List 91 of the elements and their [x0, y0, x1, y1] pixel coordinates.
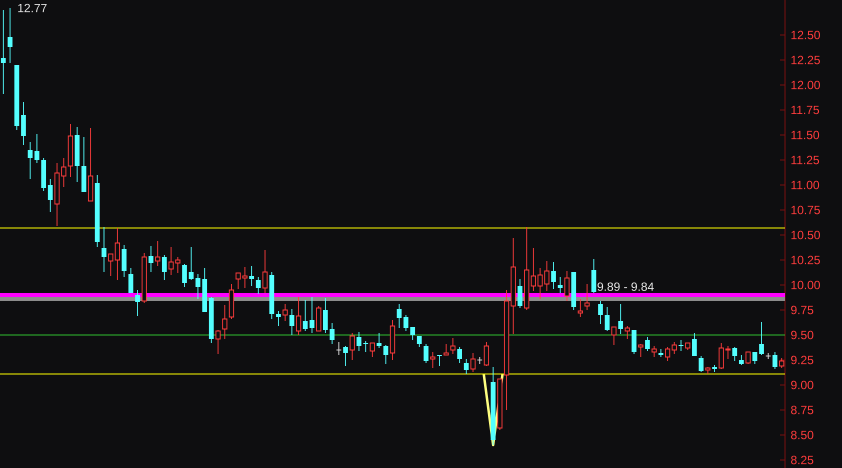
- candlestick: [356, 332, 362, 352]
- y-tick-label: 11.75: [791, 106, 820, 114]
- candlestick: [430, 352, 436, 368]
- candlestick: [551, 262, 556, 290]
- y-tick-label: 12.25: [791, 56, 820, 64]
- candlestick: [444, 344, 449, 356]
- candlestick: [558, 276, 563, 294]
- y-tick-label: 10.75: [791, 206, 820, 214]
- candlestick: [34, 134, 40, 164]
- candlestick: [249, 266, 254, 286]
- candlestick: [370, 342, 375, 358]
- candlestick: [343, 346, 348, 366]
- candlestick: [48, 178, 53, 212]
- candlestick: [296, 296, 302, 336]
- candlestick: [162, 254, 167, 280]
- candlestick: [457, 346, 462, 364]
- candlestick: [276, 310, 281, 326]
- candlestick: [437, 354, 442, 366]
- y-tick-label: 10.00: [791, 280, 820, 290]
- y-tick-label: 8.25: [791, 456, 814, 464]
- candlestick: [8, 8, 12, 64]
- candlestick: [302, 300, 308, 332]
- candlestick: [611, 326, 617, 346]
- candlestick: [102, 226, 106, 272]
- band-label: 9.89 - 9.84: [598, 282, 654, 291]
- candlestick: [464, 358, 469, 374]
- y-tick-label: 8.50: [791, 430, 814, 440]
- candlestick: [470, 352, 476, 372]
- candlestick: [135, 290, 140, 316]
- candlestick: [336, 342, 342, 356]
- y-tick-label: 9.50: [791, 330, 814, 340]
- candlestick: [604, 306, 610, 332]
- candlestick: [678, 340, 684, 352]
- annotation: 12.77: [18, 4, 47, 12]
- candlestick: [598, 300, 603, 324]
- candlestick: [148, 246, 154, 272]
- y-tick-label: 10.50: [791, 230, 820, 240]
- candlestick: [518, 278, 522, 308]
- candlestick: [363, 340, 368, 352]
- candlestick: [155, 240, 160, 266]
- candlestick: [645, 336, 650, 352]
- y-tick-label: 9.00: [791, 380, 814, 390]
- candlestick: [262, 250, 268, 294]
- y-tick-label: 12.50: [791, 30, 820, 40]
- candlestick: [282, 304, 288, 322]
- y-tick-label: 9.75: [791, 306, 814, 314]
- y-tick-label: 11.50: [791, 130, 820, 140]
- candlestick: [772, 352, 778, 370]
- candlestick: [376, 332, 382, 348]
- candlestick: [638, 344, 644, 358]
- candlestick: [584, 284, 590, 310]
- y-tick-label: 10.25: [791, 256, 820, 264]
- candlestick: [316, 306, 322, 332]
- y-tick-label: 8.75: [791, 406, 814, 414]
- y-tick-label: 12.00: [791, 80, 820, 90]
- y-tick-label: 11.00: [791, 180, 820, 190]
- candlestick: [0, 10, 6, 94]
- candlestick: [624, 326, 630, 340]
- candlestick: [424, 344, 428, 364]
- candlestick: [618, 304, 624, 334]
- candlestick: [484, 342, 490, 366]
- candlestick: [746, 352, 751, 364]
- candlestick: [128, 268, 134, 294]
- candlestick: [564, 270, 570, 302]
- candlestick: [752, 352, 758, 364]
- candlestick: [122, 244, 127, 278]
- candlestick: [759, 322, 764, 356]
- candlestick: [21, 102, 26, 146]
- candlestick: [632, 330, 636, 354]
- candlestick: [188, 246, 194, 280]
- candlestick: [732, 346, 738, 362]
- candlestick: [652, 346, 657, 358]
- candlestick: [578, 298, 583, 318]
- candlestick: [383, 344, 388, 364]
- candlestick: [738, 354, 744, 366]
- y-tick-label: 9.25: [791, 356, 814, 364]
- candlestick: [698, 356, 704, 372]
- candlestick: [779, 358, 784, 368]
- candlestick: [310, 296, 314, 334]
- candlestick: [450, 338, 456, 354]
- candlestick: [396, 304, 402, 328]
- candlestick: [215, 330, 221, 354]
- candlestick: [222, 304, 228, 340]
- candlestick: [692, 332, 697, 356]
- candlestick: [28, 142, 33, 180]
- candlestick: [350, 332, 355, 360]
- candlestick: [256, 276, 261, 294]
- y-tick-label: 11.25: [791, 156, 820, 164]
- candlestick: [289, 308, 294, 336]
- candlestick: [591, 258, 596, 294]
- candlestick: [182, 264, 187, 288]
